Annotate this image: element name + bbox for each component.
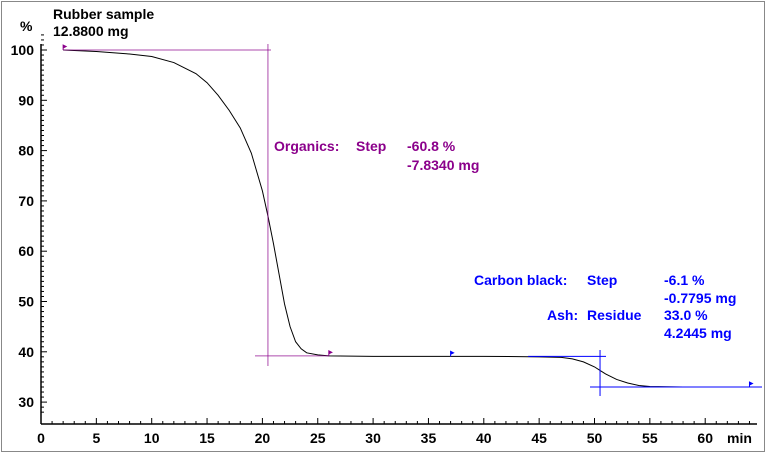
organics-percent: -60.8 % bbox=[407, 138, 456, 154]
y-tick-label: 50 bbox=[18, 294, 34, 310]
limit-flag-marker bbox=[62, 44, 68, 50]
x-tick-label: 30 bbox=[365, 430, 381, 446]
x-tick-label: 5 bbox=[92, 430, 100, 446]
x-tick-label: 20 bbox=[255, 430, 271, 446]
x-tick-label: 10 bbox=[144, 430, 160, 446]
y-tick-label: 30 bbox=[18, 394, 34, 410]
chart-subtitle: 12.8800 mg bbox=[53, 23, 129, 39]
ash-percent: 33.0 % bbox=[664, 307, 708, 323]
y-tick-label: 40 bbox=[18, 344, 34, 360]
ash-kind: Residue bbox=[587, 307, 642, 323]
limit-flag-marker bbox=[748, 381, 754, 388]
y-tick-label: 100 bbox=[11, 42, 35, 58]
ash-mass: 4.2445 mg bbox=[664, 325, 732, 341]
x-tick-label: 35 bbox=[421, 430, 437, 446]
carbon-black-percent: -6.1 % bbox=[664, 272, 705, 288]
x-tick-label: 0 bbox=[37, 430, 45, 446]
x-tick-label: 50 bbox=[587, 430, 603, 446]
x-tick-label: 15 bbox=[199, 430, 215, 446]
limit-flag-marker bbox=[328, 350, 333, 356]
x-tick-label: 40 bbox=[476, 430, 492, 446]
organics-label: Organics: bbox=[274, 138, 339, 154]
organics-kind: Step bbox=[356, 138, 386, 154]
y-tick-label: 70 bbox=[18, 193, 34, 209]
y-tick-label: 90 bbox=[18, 92, 34, 108]
carbon-black-kind: Step bbox=[587, 272, 617, 288]
y-axis-label: % bbox=[20, 18, 33, 34]
organics-mass: -7.8340 mg bbox=[407, 157, 479, 173]
weight-curve bbox=[63, 49, 750, 388]
x-tick-label: 55 bbox=[642, 430, 658, 446]
ash-label: Ash: bbox=[547, 307, 578, 323]
chart-title: Rubber sample bbox=[53, 6, 154, 22]
y-tick-label: 80 bbox=[18, 143, 34, 159]
x-axis-label: min bbox=[727, 430, 752, 446]
x-tick-label: 25 bbox=[310, 430, 326, 446]
carbon-black-mass: -0.7795 mg bbox=[664, 290, 736, 306]
limit-flag-marker bbox=[450, 350, 455, 357]
carbon-black-label: Carbon black: bbox=[474, 272, 567, 288]
y-tick-label: 60 bbox=[18, 243, 34, 259]
x-tick-label: 60 bbox=[697, 430, 713, 446]
x-tick-label: 45 bbox=[531, 430, 547, 446]
